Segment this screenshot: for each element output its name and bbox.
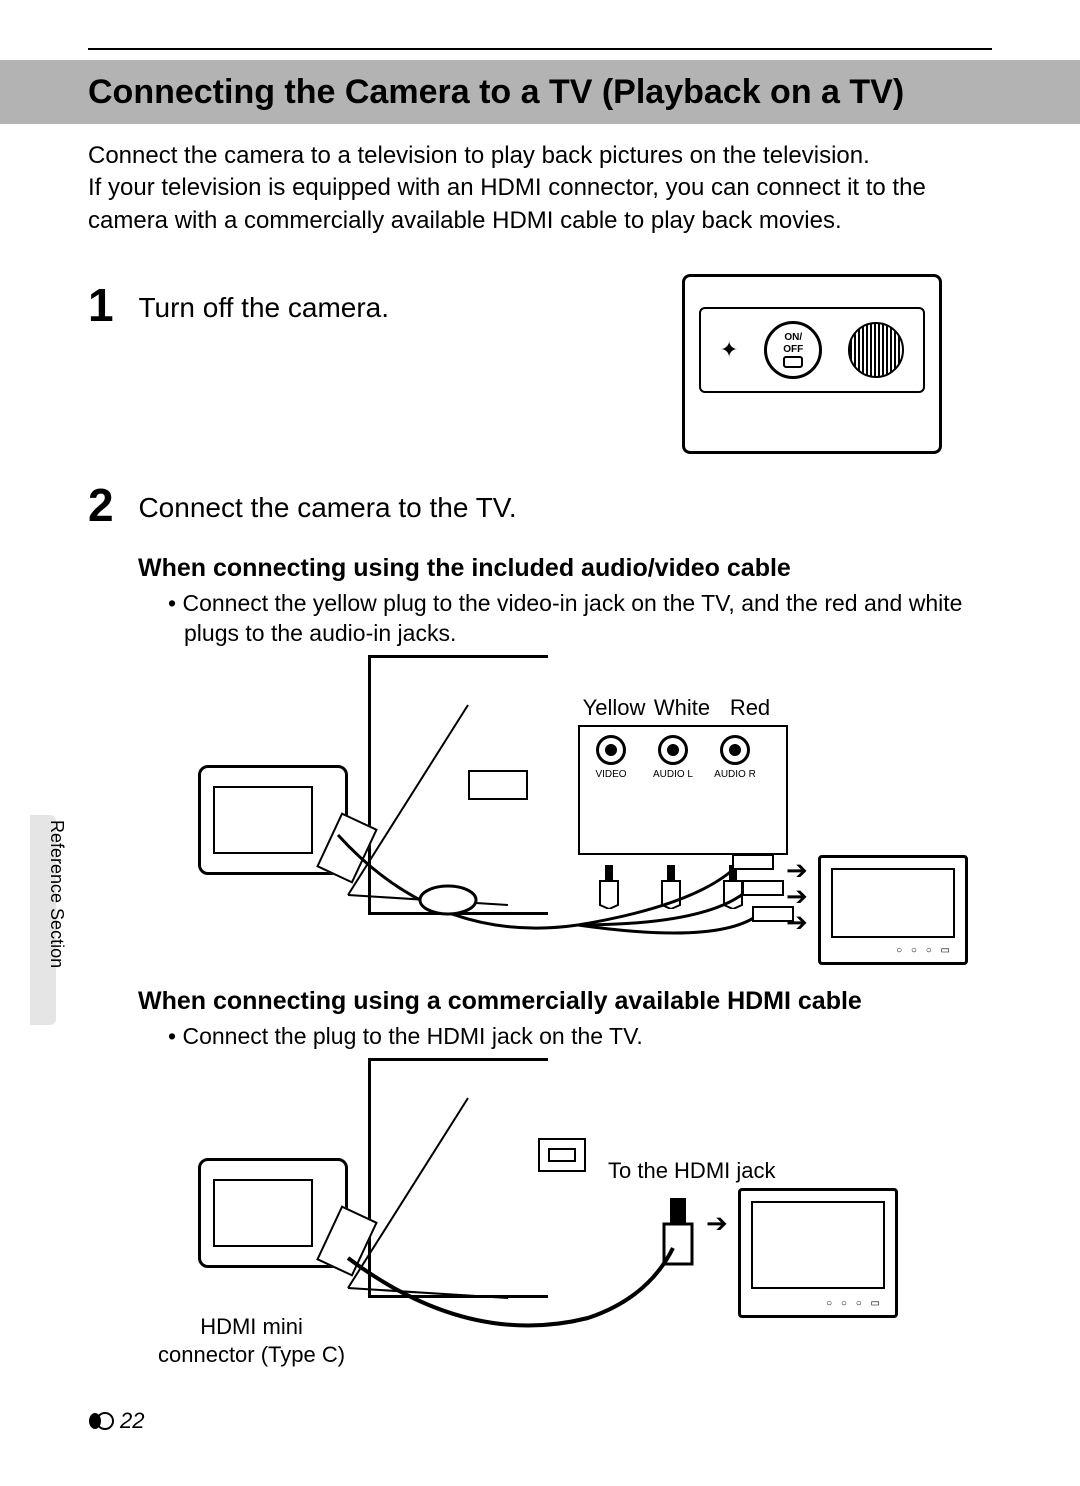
top-rule [88,48,992,50]
jack-video: VIDEO [580,769,642,780]
label-red: Red [716,695,784,721]
reference-icon [88,1412,114,1430]
hdmi-mini-label: HDMI mini connector (Type C) [158,1313,345,1370]
section-a-heading: When connecting using the included audio… [138,554,992,583]
flash-icon: ✦ [720,337,738,363]
hdmi-cable-curve-icon [328,1238,698,1358]
arrow-icon: ➔ [706,1208,728,1239]
section-b-bullet: Connect the plug to the HDMI jack on the… [168,1022,992,1052]
step-2-text: Connect the camera to the TV. [138,478,516,524]
step-2-number: 2 [88,478,134,532]
jack-audio-l: AUDIO L [642,769,704,780]
speaker-grille-icon [848,322,904,378]
section-a-bullet: Connect the yellow plug to the video-in … [168,589,992,649]
onoff-bottom: OFF [783,344,803,355]
step-1-text: Turn off the camera. [138,278,389,324]
jack-audio-r: AUDIO R [704,769,766,780]
arrow-icon: ➔ [786,907,808,938]
camera-icon [198,1158,348,1268]
av-cable-diagram: YellowWhiteRed VIDEOAUDIO LAUDIO R ➔ ➔ ➔… [138,655,992,965]
page-footer: 22 [88,1408,144,1434]
label-yellow: Yellow [580,695,648,721]
hdmi-port-icon [538,1138,586,1172]
page-title: Connecting the Camera to a TV (Playback … [88,73,904,112]
hdmi-mini-line1: HDMI mini [200,1314,303,1339]
power-button-icon: ON/ OFF [764,321,822,379]
step-1-illustration: ✦ ON/ OFF [682,274,942,454]
title-band: Connecting the Camera to a TV (Playback … [0,60,1080,124]
step-1-number: 1 [88,278,134,332]
hdmi-jack-label: To the HDMI jack [608,1158,776,1184]
intro-text: Connect the camera to a television to pl… [88,140,992,237]
onoff-top: ON/ [784,332,802,343]
tv-screen-icon: ○ ○ ○ ▭ [738,1188,898,1318]
rca-color-labels: YellowWhiteRed [580,695,784,721]
hdmi-mini-line2: connector (Type C) [158,1342,345,1367]
step-2: 2 Connect the camera to the TV. When con… [88,478,992,1368]
section-b-heading: When connecting using a commercially ava… [138,987,992,1016]
hdmi-cable-diagram: To the HDMI jack ➔ ○ ○ ○ ▭ HDMI mini con… [138,1058,992,1368]
page-number: 22 [120,1408,144,1434]
cable-curves-icon [318,805,858,985]
side-label: Reference Section [46,820,67,968]
tv-screen-icon: ○ ○ ○ ▭ [818,855,968,965]
label-white: White [648,695,716,721]
